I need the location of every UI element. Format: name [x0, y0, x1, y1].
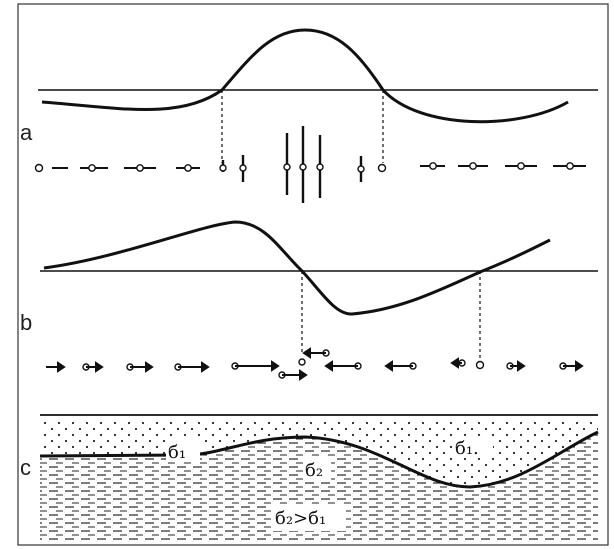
label-upper-left: б₁ — [168, 442, 186, 463]
label-relation: б₂>б₁ — [275, 508, 326, 529]
panel-b-label: b — [20, 310, 33, 335]
panel-a-curve — [41, 28, 569, 124]
label-upper-right: б₁. — [455, 438, 479, 459]
panel-a-dipoles-right — [420, 162, 586, 170]
frame — [17, 3, 609, 546]
panel-a-label: a — [20, 120, 33, 145]
panel-c-upper-layer — [40, 418, 598, 487]
panel-b-arrows — [46, 347, 584, 381]
label-lower: б₂ — [305, 460, 323, 481]
panel-a-dipoles-center — [219, 126, 387, 203]
panel-c: б₁ б₁. б₂ б₂>б₁ — [39, 414, 599, 540]
panel-b-curve — [43, 220, 551, 316]
panel-c-interface — [39, 430, 599, 489]
panel-b — [40, 220, 598, 381]
panel-a-dipoles-left — [34, 163, 200, 173]
panel-a — [34, 28, 598, 203]
panel-c-label: c — [20, 455, 31, 480]
